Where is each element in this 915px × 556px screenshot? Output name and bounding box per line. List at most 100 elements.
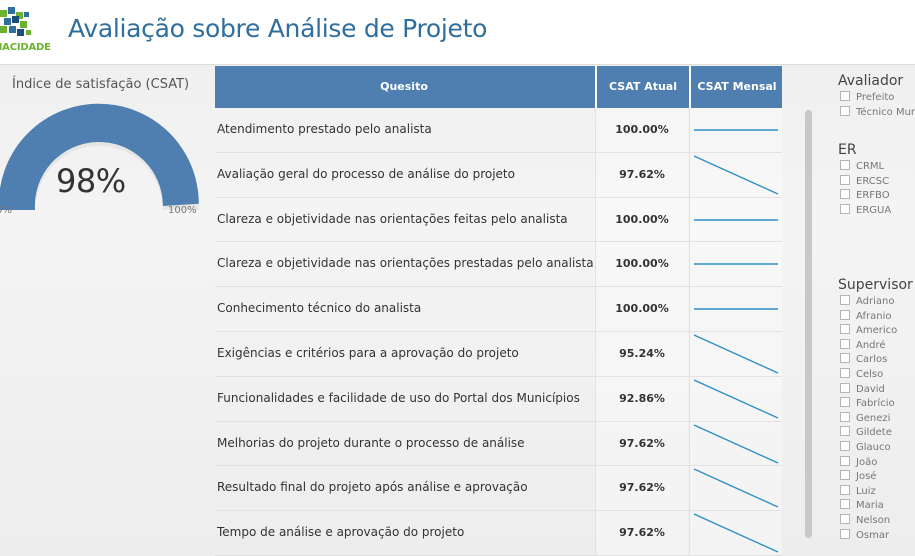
table-row[interactable]: Clareza e objetividade nas orientações p… [215,242,782,288]
checkbox-icon[interactable] [840,309,850,320]
checkbox-icon[interactable] [840,455,850,466]
slicer-option[interactable]: Prefeito [838,91,915,106]
checkbox-icon[interactable] [840,397,850,408]
slicer-option[interactable]: Glauco [838,440,913,456]
table-row[interactable]: Avaliação geral do processo de análise d… [215,152,782,198]
slicer-option[interactable]: Luiz [838,484,913,500]
csat-table: Quesito CSAT Atual CSAT Mensal Atendimen… [215,64,815,556]
slicer-option[interactable]: Fabrício [838,397,913,412]
slicer-option[interactable]: Nelson [838,513,913,529]
cell-csat-atual: 97.62% [595,152,688,197]
slicer-option-label: ERFBO [856,190,890,202]
cell-quesito: Atendimento prestado pelo analista [217,122,432,136]
checkbox-icon[interactable] [840,160,850,170]
slicer-option[interactable]: João [838,455,913,471]
sparkline [693,513,779,553]
header-csat-atual[interactable]: CSAT Atual [595,66,689,108]
slicer-option[interactable]: Afranio [838,309,913,325]
slicer-option[interactable]: Osmar [838,528,913,544]
sparkline-path [693,468,779,509]
table-row[interactable]: Atendimento prestado pelo analista 100.00… [215,108,782,153]
checkbox-icon[interactable] [840,513,850,524]
checkbox-icon[interactable] [840,499,850,510]
cell-csat-atual: 97.62% [595,421,688,466]
gauge-max-label: 100% [168,205,197,216]
sparkline [693,155,779,195]
table-row[interactable]: Clareza e objetividade nas orientações f… [215,197,782,243]
cell-quesito: Melhorias do projeto durante o processo … [217,435,525,450]
logo-text: NACIDADE [0,42,51,53]
sparkline-path [693,334,779,374]
table-header: Quesito CSAT Atual CSAT Mensal [215,66,782,108]
checkbox-icon[interactable] [840,338,850,349]
table-row[interactable]: Resultado final do projeto após análise … [215,466,782,512]
table-scrollbar[interactable] [805,110,812,538]
slicer-option[interactable]: Americo [838,324,913,339]
cell-quesito: Conhecimento técnico do analista [217,301,422,316]
slicer-option[interactable]: CRML [838,160,891,175]
checkbox-icon[interactable] [840,91,850,101]
slicer-option-label: Maria [856,500,884,512]
checkbox-icon[interactable] [840,367,850,378]
sparkline [693,468,779,509]
csat-gauge[interactable] [0,92,204,222]
slicer-option-label: Osmar [856,529,890,541]
header-quesito[interactable]: Quesito [380,80,428,93]
sparkline [694,308,778,310]
checkbox-icon[interactable] [840,189,850,200]
report-header: NACIDADE Avaliação sobre Análise de Proj… [0,0,915,65]
checkbox-icon[interactable] [840,440,850,451]
checkbox-icon[interactable] [840,470,850,481]
checkbox-icon[interactable] [840,426,850,437]
slicer-option[interactable]: Carlos [838,353,913,368]
table-row[interactable]: Melhorias do projeto durante o processo … [215,421,782,467]
checkbox-icon[interactable] [840,528,850,539]
cell-csat-atual: 100.00% [595,242,688,287]
cell-csat-mensal [689,376,782,421]
slicer-option[interactable]: Gildete [838,426,913,441]
slicer-option[interactable]: Maria [838,499,913,514]
slicer-option[interactable]: Adriano [838,295,913,310]
slicer-option-label: Afranio [856,310,892,322]
table-row[interactable]: Funcionalidades e facilidade de uso do P… [215,376,782,422]
checkbox-icon[interactable] [840,353,850,364]
slicer-option[interactable]: André [838,338,913,354]
checkbox-icon[interactable] [840,174,850,185]
slicer-option-label: Nelson [856,514,891,526]
table-row[interactable]: Conhecimento técnico do analista 100.00% [215,287,782,332]
checkbox-icon[interactable] [840,203,850,214]
slicer-option-label: Técnico Muni [856,106,915,118]
table-row[interactable]: Exigências e critérios para a aprovação … [215,331,782,377]
cell-csat-mensal [689,511,782,555]
slicer-option[interactable]: ERGUA [838,203,891,219]
checkbox-icon[interactable] [840,484,850,495]
table-body: Atendimento prestado pelo analista 100.00… [215,108,782,556]
slicer-option-label: ERCSC [856,175,890,187]
cell-csat-mensal [689,197,782,242]
slicer-option[interactable]: Celso [838,367,913,383]
slicer-option-label: CRML [856,161,885,172]
checkbox-icon[interactable] [840,105,850,116]
sparkline [693,334,779,374]
gauge-min-label: 0% [0,205,12,216]
slicer-option[interactable]: ERCSC [838,174,891,190]
cell-quesito: Resultado final do projeto após análise … [217,480,528,495]
table-row[interactable]: Tempo de análise e aprovação do projeto 9… [215,511,782,556]
checkbox-icon[interactable] [840,324,850,335]
header-csat-mensal[interactable]: CSAT Mensal [689,66,783,108]
slicer-option-label: André [856,339,886,351]
slicer-option[interactable]: Genezi [838,411,913,427]
cell-csat-mensal [689,287,782,331]
slicer-option-label: Celso [856,368,884,380]
cell-csat-atual: 95.24% [595,331,688,376]
slicer-option[interactable]: Técnico Muni [838,105,915,121]
slicer-option[interactable]: ERFBO [838,189,891,204]
slicer-option[interactable]: José [838,470,913,485]
cell-csat-mensal [689,421,782,466]
slicer-option-label: Adriano [856,296,895,307]
checkbox-icon[interactable] [840,382,850,393]
checkbox-icon[interactable] [840,295,850,305]
slicer-er: ER CRML ERCSC ERFBO ERGUA [838,142,891,218]
checkbox-icon[interactable] [840,411,850,422]
slicer-option[interactable]: David [838,382,913,398]
